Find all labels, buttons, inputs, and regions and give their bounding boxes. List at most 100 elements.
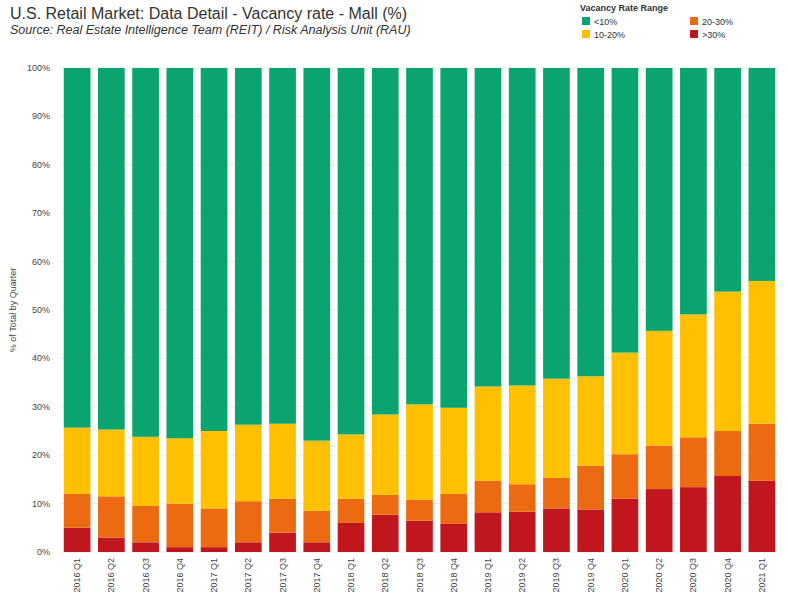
y-tick-label: 50% [32, 305, 50, 315]
bar-segment [235, 501, 262, 542]
bar-segment [98, 68, 125, 430]
bar-segment [577, 509, 604, 552]
bar-segment [303, 542, 330, 552]
legend-swatch [690, 30, 698, 38]
y-tick-label: 30% [32, 402, 50, 412]
x-tick-label: 2018 Q3 [415, 558, 425, 593]
bar-segment [475, 386, 502, 480]
bar-segment [338, 499, 365, 523]
bar-segment [509, 68, 536, 386]
bar-segment [440, 408, 467, 494]
legend-label: <10% [594, 17, 617, 27]
chart-svg: U.S. Retail Market: Data Detail - Vacanc… [0, 0, 788, 616]
bar-segment [714, 68, 741, 292]
legend-swatch [582, 17, 590, 25]
bar-segment [577, 466, 604, 510]
bars [64, 68, 775, 552]
y-tick-label: 10% [32, 499, 50, 509]
bar-segment [132, 542, 159, 552]
bar-segment [749, 281, 776, 424]
x-tick-label: 2020 Q4 [723, 558, 733, 593]
legend-label: >30% [702, 30, 725, 40]
y-tick-label: 0% [37, 547, 50, 557]
bar-segment [440, 524, 467, 552]
bar-segment [235, 542, 262, 552]
bar-segment [166, 68, 193, 438]
bar-segment [201, 547, 228, 552]
bar-segment [64, 68, 91, 428]
bar-segment [475, 512, 502, 552]
bar-segment [509, 386, 536, 485]
bar-segment [372, 415, 399, 495]
bar-segment [440, 68, 467, 408]
bar-segment [303, 68, 330, 441]
bar-segment [475, 68, 502, 386]
bar-segment [714, 476, 741, 552]
bar-segment [166, 547, 193, 552]
bar-segment [543, 478, 570, 508]
bar-segment [64, 494, 91, 528]
bar-segment [714, 292, 741, 431]
bar-segment [612, 499, 639, 552]
x-tick-label: 2017 Q3 [278, 558, 288, 593]
x-tick-label: 2019 Q1 [483, 558, 493, 593]
bar-segment [166, 438, 193, 503]
bar-segment [64, 428, 91, 494]
x-tick-label: 2018 Q2 [380, 558, 390, 593]
y-tick-label: 100% [27, 63, 50, 73]
y-tick-label: 90% [32, 111, 50, 121]
bar-segment [749, 68, 776, 281]
x-tick-label: 2017 Q4 [312, 558, 322, 593]
bar-segment [646, 446, 673, 490]
x-tick-label: 2016 Q1 [72, 558, 82, 593]
legend-label: 20-30% [702, 17, 733, 27]
x-tick-label: 2016 Q3 [141, 558, 151, 593]
bar-segment [680, 314, 707, 437]
bar-segment [406, 68, 433, 404]
chart-container: U.S. Retail Market: Data Detail - Vacanc… [0, 0, 788, 616]
bar-segment [406, 500, 433, 521]
bar-segment [338, 68, 365, 434]
bar-segment [612, 68, 639, 353]
bar-segment [577, 68, 604, 376]
legend-label: 10-20% [594, 30, 625, 40]
bar-segment [612, 353, 639, 455]
bar-segment [577, 376, 604, 466]
bar-segment [269, 68, 296, 424]
x-tick-label: 2018 Q1 [346, 558, 356, 593]
bar-segment [303, 441, 330, 511]
legend-swatch [582, 30, 590, 38]
bar-segment [509, 512, 536, 552]
y-tick-label: 40% [32, 353, 50, 363]
bar-segment [680, 487, 707, 552]
bar-segment [235, 425, 262, 501]
x-tick-label: 2016 Q2 [106, 558, 116, 593]
bar-segment [201, 68, 228, 431]
y-axis-title: % of Total by Quarter [8, 268, 18, 352]
bar-segment [98, 430, 125, 497]
bar-segment [372, 515, 399, 552]
y-tick-label: 20% [32, 450, 50, 460]
y-tick-label: 60% [32, 257, 50, 267]
bar-segment [132, 68, 159, 437]
bar-segment [372, 495, 399, 515]
bar-segment [372, 68, 399, 415]
x-tick-label: 2019 Q4 [586, 558, 596, 593]
x-tick-label: 2017 Q1 [209, 558, 219, 593]
y-tick-label: 70% [32, 208, 50, 218]
bar-segment [680, 68, 707, 314]
bar-segment [543, 379, 570, 478]
x-tick-label: 2020 Q3 [688, 558, 698, 593]
bar-segment [98, 537, 125, 552]
bar-segment [303, 511, 330, 542]
bar-segment [269, 533, 296, 552]
bar-segment [543, 68, 570, 379]
bar-segment [749, 424, 776, 481]
x-tick-label: 2021 Q1 [757, 558, 767, 593]
x-tick-label: 2019 Q2 [517, 558, 527, 593]
bar-segment [646, 489, 673, 552]
y-tick-label: 80% [32, 160, 50, 170]
bar-segment [406, 521, 433, 552]
bar-segment [269, 424, 296, 499]
x-tick-label: 2019 Q3 [551, 558, 561, 593]
